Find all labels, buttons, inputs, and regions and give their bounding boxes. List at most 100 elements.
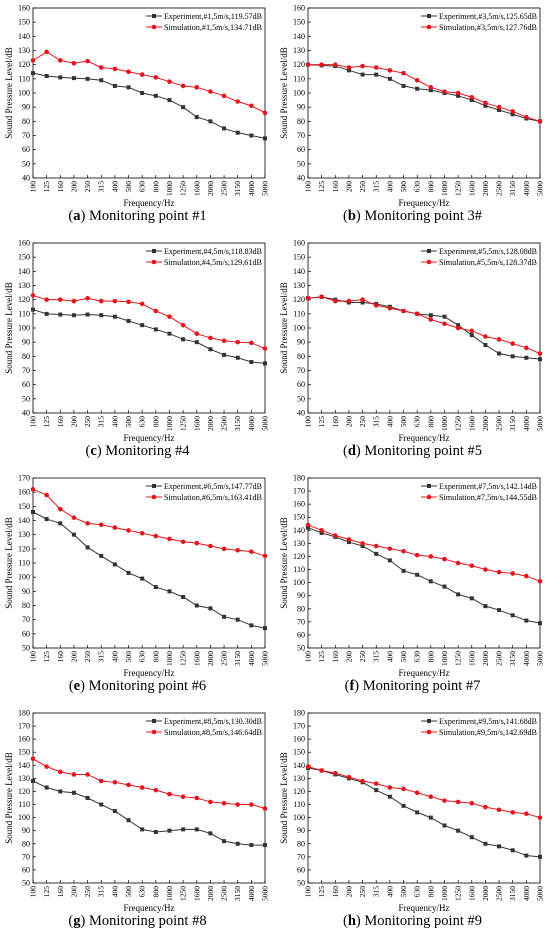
experiment-point — [126, 85, 131, 90]
x-tick-label: 400 — [110, 886, 119, 898]
simulation-point — [98, 522, 104, 528]
simulation-point — [373, 65, 379, 70]
simulation-point — [194, 795, 200, 801]
x-tick-label: 100 — [29, 651, 38, 663]
legend-label: Simulation,#7,5m/s,144.55dB — [439, 492, 537, 502]
x-tick-label: 500 — [399, 651, 408, 663]
y-tick-label: 60 — [297, 145, 305, 154]
x-tick-label: 3150 — [233, 416, 242, 431]
x-tick-label: 500 — [124, 416, 133, 428]
x-tick-label: 800 — [426, 181, 435, 193]
y-tick-label: 180 — [18, 709, 30, 718]
experiment-point — [483, 343, 488, 347]
y-tick-label: 40 — [22, 174, 30, 183]
simulation-point — [387, 546, 393, 551]
experiment-point — [263, 136, 267, 141]
legend-label: Experiment,#7,5m/s,142.14dB — [439, 481, 537, 491]
simulation-point — [346, 537, 352, 542]
simulation-point — [414, 77, 420, 83]
experiment-point — [112, 562, 117, 567]
x-tick-label: 4000 — [247, 651, 256, 666]
legend-square-marker — [152, 249, 156, 253]
legend-square-marker — [427, 719, 431, 723]
y-tick-label: 90 — [297, 338, 305, 347]
chart-panel-h: 50 60 70 80 90 100 110 120 130 140 150 160 170 180 100… — [275, 705, 550, 940]
x-tick-label: 5000 — [536, 181, 545, 196]
x-tick-label: 1250 — [179, 416, 188, 431]
x-tick-label: 2000 — [481, 651, 490, 666]
y-tick-label: 40 — [297, 174, 305, 183]
y-tick-label: 140 — [293, 761, 305, 770]
simulation-point — [44, 297, 49, 302]
simulation-point — [305, 62, 311, 67]
x-tick-label: 400 — [110, 181, 119, 193]
y-tick-label: 70 — [297, 852, 305, 861]
y-tick-label: 70 — [22, 852, 30, 861]
simulation-point — [139, 785, 145, 790]
experiment-point — [469, 98, 474, 103]
x-tick-label: 1250 — [454, 181, 463, 196]
experiment-point — [99, 313, 104, 318]
simulation-point — [346, 65, 352, 70]
x-tick-label: 3150 — [233, 651, 242, 666]
experiment-point — [222, 352, 227, 357]
y-tick-label: 90 — [297, 591, 305, 600]
experiment-point — [85, 312, 90, 317]
y-tick-label: 130 — [18, 281, 30, 290]
y-tick-label: 80 — [22, 601, 30, 610]
y-tick-label: 160 — [18, 239, 30, 248]
legend-label: Experiment,#9,5m/s,141.68dB — [439, 716, 537, 726]
experiment-point — [140, 91, 145, 95]
x-tick-label: 1600 — [467, 181, 476, 196]
x-tick-label: 2500 — [220, 886, 229, 901]
simulation-point — [98, 298, 104, 304]
x-tick-label: 400 — [385, 416, 394, 428]
simulation-point — [305, 295, 311, 301]
x-tick-label: 1600 — [467, 416, 476, 431]
experiment-point — [524, 618, 529, 623]
x-tick-label: 2500 — [495, 416, 504, 431]
y-tick-label: 70 — [297, 131, 305, 140]
experiment-point — [360, 544, 365, 548]
y-tick-label: 100 — [293, 578, 305, 587]
experiment-point — [510, 112, 515, 117]
x-axis-title: Frequency/Hz — [399, 198, 450, 208]
x-tick-label: 3150 — [233, 886, 242, 901]
x-tick-label: 630 — [413, 886, 422, 898]
x-tick-label: 1600 — [467, 651, 476, 666]
simulation-point — [442, 556, 447, 562]
x-tick-label: 100 — [29, 181, 38, 193]
legend-square-marker — [152, 484, 156, 488]
simulation-point — [414, 552, 420, 558]
x-tick-label: 125 — [317, 651, 326, 663]
simulation-point — [85, 295, 90, 301]
simulation-point — [112, 298, 118, 304]
y-tick-label: 160 — [18, 4, 30, 13]
x-tick-label: 400 — [385, 181, 394, 193]
x-tick-label: 5000 — [261, 651, 270, 666]
y-tick-label: 110 — [293, 565, 305, 574]
x-tick-label: 315 — [372, 416, 381, 428]
x-tick-label: 1250 — [179, 651, 188, 666]
experiment-point — [428, 313, 433, 318]
simulation-point — [360, 63, 365, 69]
simulation-point — [387, 68, 393, 73]
x-tick-label: 5000 — [536, 886, 545, 901]
experiment-point — [235, 617, 240, 622]
x-tick-label: 160 — [56, 886, 65, 898]
experiment-point — [194, 115, 199, 120]
y-axis-title: Sound Pressure Level/dB — [279, 752, 289, 844]
x-tick-label: 1600 — [192, 416, 201, 431]
x-tick-label: 5000 — [261, 181, 270, 196]
simulation-point — [428, 85, 434, 90]
y-axis-title: Sound Pressure Level/dB — [4, 517, 14, 609]
simulation-point — [469, 563, 475, 568]
y-tick-label: 80 — [297, 352, 305, 361]
experiment-point — [469, 596, 474, 601]
panel-letter: a — [73, 208, 81, 224]
experiment-point — [497, 351, 502, 356]
simulation-point — [167, 314, 172, 319]
x-axis-title: Frequency/Hz — [124, 668, 175, 678]
experiment-point — [167, 98, 172, 103]
x-tick-label: 2000 — [206, 886, 215, 901]
